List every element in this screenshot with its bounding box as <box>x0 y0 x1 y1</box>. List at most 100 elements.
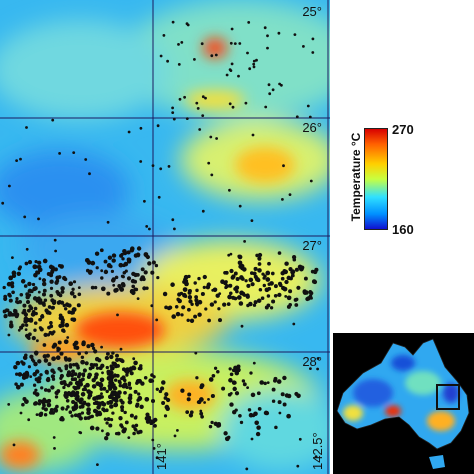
sample-dot <box>209 302 215 307</box>
sample-dot <box>294 303 299 307</box>
sample-dot <box>114 275 119 280</box>
sample-dot <box>233 296 238 301</box>
sample-dot <box>41 278 47 283</box>
sample-dot <box>233 42 237 45</box>
sample-dot <box>273 284 278 289</box>
sample-dot <box>43 298 48 303</box>
sample-dot <box>112 397 117 402</box>
sample-dot <box>38 380 42 384</box>
sample-dot <box>240 263 245 269</box>
sample-dot <box>34 388 38 392</box>
sample-dot <box>2 285 6 290</box>
sample-dot <box>183 294 188 298</box>
sample-dot <box>115 353 119 358</box>
sample-dot <box>76 385 81 390</box>
sample-dot <box>86 407 91 412</box>
sample-dot <box>46 310 51 315</box>
sample-dot <box>27 308 31 313</box>
sample-dot <box>295 115 299 119</box>
sample-dot <box>56 291 61 296</box>
sample-dot <box>15 372 19 376</box>
sample-dot <box>144 254 149 258</box>
sample-dot <box>95 266 99 270</box>
sample-dot <box>238 204 242 208</box>
sample-dot <box>155 456 159 460</box>
sample-dot <box>227 253 231 257</box>
sample-dot <box>29 317 34 322</box>
sample-dot <box>103 259 108 264</box>
sample-dot <box>50 385 55 390</box>
sample-dot <box>97 395 101 399</box>
sample-dot <box>8 298 13 303</box>
sample-dot <box>113 391 118 396</box>
sample-dot <box>129 248 135 253</box>
sample-dot <box>131 424 135 428</box>
sample-dot <box>87 372 92 378</box>
sample-dot <box>71 287 75 291</box>
sample-dot <box>235 277 240 281</box>
sample-dot <box>75 390 80 395</box>
sample-dot <box>305 296 310 302</box>
sample-dot <box>80 359 85 365</box>
sample-dot <box>237 74 240 78</box>
sample-dot <box>69 290 75 296</box>
sample-dot <box>185 22 189 26</box>
sample-dot <box>265 277 271 282</box>
sample-dot <box>267 83 271 87</box>
sample-dot <box>155 387 159 391</box>
sample-dot <box>185 410 190 414</box>
sample-dot <box>255 58 258 62</box>
sample-dot <box>77 286 81 289</box>
sample-dot <box>189 318 195 323</box>
sample-dot <box>106 369 111 375</box>
sample-dot <box>171 20 175 24</box>
sample-dot <box>266 46 269 50</box>
sample-dot <box>241 379 246 383</box>
sample-dot <box>82 400 87 405</box>
sample-dot <box>194 298 199 303</box>
sample-dot <box>202 285 206 290</box>
sample-dot <box>47 388 51 393</box>
sample-dot <box>229 372 234 377</box>
sample-dot <box>184 281 189 287</box>
sample-dot <box>109 354 114 360</box>
sample-dot <box>171 106 175 110</box>
sample-dot <box>54 395 59 399</box>
sample-dot <box>34 259 38 264</box>
sample-dot <box>42 288 47 293</box>
sample-dot <box>78 400 83 405</box>
sample-dot <box>253 266 258 271</box>
sample-dot <box>188 413 194 418</box>
sample-dot <box>177 292 182 297</box>
sample-dot <box>133 389 138 394</box>
sample-dot <box>139 126 143 130</box>
sample-dot <box>68 363 73 367</box>
sample-dot <box>6 281 12 287</box>
sample-dot <box>34 352 38 356</box>
sample-dot <box>24 323 29 327</box>
sample-dot <box>80 355 85 360</box>
sample-dot <box>294 297 299 302</box>
sample-dot <box>282 286 288 292</box>
sample-dot <box>264 105 268 109</box>
sample-dot <box>154 263 159 268</box>
sample-dot <box>226 302 231 306</box>
sample-dot <box>101 429 104 433</box>
sample-dot <box>63 393 68 398</box>
sample-dot <box>51 118 55 122</box>
sample-dot <box>132 431 136 436</box>
sample-dot <box>255 431 261 437</box>
sample-dot <box>152 447 156 450</box>
sample-dot <box>308 115 312 119</box>
sample-dot <box>292 322 296 326</box>
sample-dot <box>166 59 170 63</box>
sample-dot <box>311 51 315 54</box>
sample-dot <box>294 391 299 396</box>
sample-dot <box>118 262 124 268</box>
sample-dot <box>105 365 109 370</box>
sample-dot <box>90 260 96 266</box>
sample-dot <box>244 101 248 105</box>
sample-dot <box>27 260 33 265</box>
sample-dot <box>81 373 86 378</box>
sample-dot <box>296 464 300 468</box>
